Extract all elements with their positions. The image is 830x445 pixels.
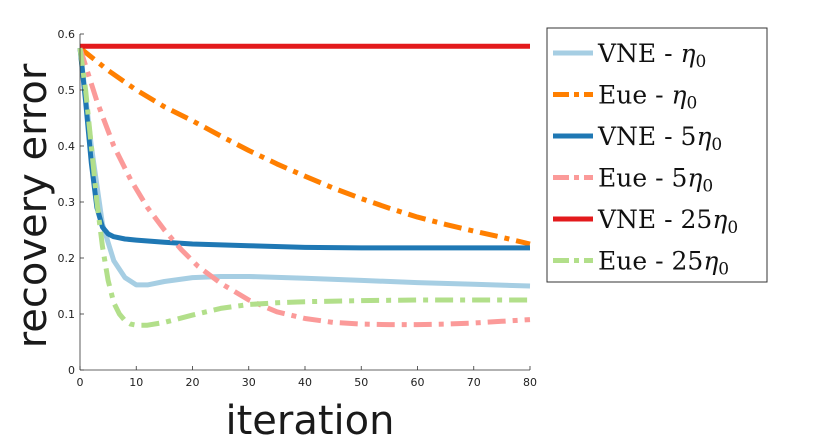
legend-label-2: VNE - 5η0 <box>597 122 722 155</box>
legend-label-symbol-2: η <box>696 122 711 151</box>
y-tick-label-2: 0.2 <box>58 252 76 265</box>
legend-label-subscript-0: 0 <box>696 52 707 72</box>
series-line-2 <box>80 48 530 248</box>
legend: VNE - η0Eue - η0VNE - 5η0Eue - 5η0VNE - … <box>547 28 767 282</box>
axes-layer: 0 10 20 30 40 50 60 70 80 0 0.1 0.2 0.3 0.4 0.5 0.6 iter… <box>10 28 537 444</box>
legend-label-subscript-2: 0 <box>711 135 722 155</box>
line-chart: 0 10 20 30 40 50 60 70 80 0 0.1 0.2 0.3 0.4 0.5 0.6 iter… <box>0 0 830 445</box>
y-axis-title: recovery error <box>10 63 56 348</box>
legend-label-main-3: Eue - 5 <box>598 164 687 193</box>
y-tick-label-1: 0.1 <box>58 308 76 321</box>
x-tick-label-7: 70 <box>467 376 481 389</box>
x-tick-label-8: 80 <box>523 376 537 389</box>
legend-label-main-2: VNE - 5 <box>597 122 696 151</box>
legend-label-symbol-0: η <box>681 39 696 68</box>
legend-label-0: VNE - η0 <box>597 39 706 72</box>
y-tick-label-3: 0.3 <box>58 196 76 209</box>
legend-label-symbol-3: η <box>687 164 702 193</box>
y-tick-label-0: 0 <box>68 364 75 377</box>
x-tick-label-5: 50 <box>354 376 368 389</box>
x-tick-label-2: 20 <box>186 376 200 389</box>
y-tick-label-4: 0.4 <box>58 140 76 153</box>
x-tick-label-0: 0 <box>77 376 84 389</box>
y-tick-label-5: 0.5 <box>58 84 76 97</box>
legend-label-main-1: Eue - <box>598 81 672 110</box>
legend-label-subscript-5: 0 <box>718 260 729 280</box>
legend-label-3: Eue - 5η0 <box>598 164 713 197</box>
legend-label-symbol-4: η <box>712 205 727 234</box>
legend-label-subscript-1: 0 <box>686 94 697 114</box>
x-tick-label-6: 60 <box>411 376 425 389</box>
legend-label-5: Eue - 25η0 <box>598 247 729 280</box>
legend-label-1: Eue - η0 <box>598 81 697 114</box>
y-tick-label-6: 0.6 <box>58 28 76 41</box>
legend-label-main-0: VNE - <box>597 39 681 68</box>
x-tick-label-1: 10 <box>129 376 143 389</box>
series-layer <box>80 46 530 325</box>
x-tick-label-4: 40 <box>298 376 312 389</box>
legend-label-subscript-4: 0 <box>727 218 738 238</box>
legend-label-main-5: Eue - 25 <box>598 247 703 276</box>
legend-label-main-4: VNE - 25 <box>597 205 712 234</box>
legend-label-symbol-5: η <box>703 247 718 276</box>
legend-label-4: VNE - 25η0 <box>597 205 738 238</box>
legend-label-subscript-3: 0 <box>702 177 713 197</box>
legend-label-symbol-1: η <box>672 81 687 110</box>
x-axis-title: iteration <box>226 398 395 444</box>
series-line-1 <box>80 48 530 244</box>
x-tick-label-3: 30 <box>242 376 256 389</box>
